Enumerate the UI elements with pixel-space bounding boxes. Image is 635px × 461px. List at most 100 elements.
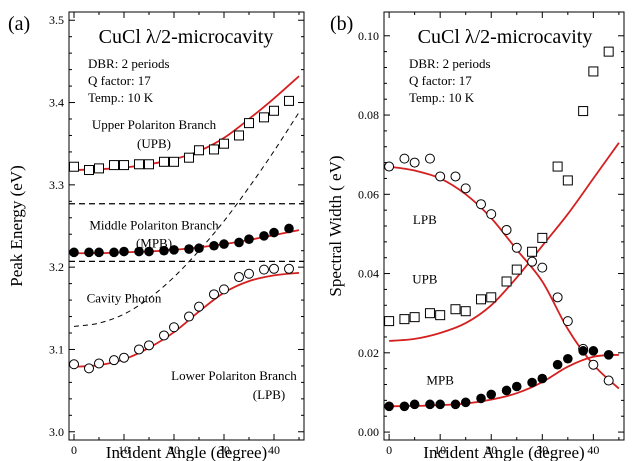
data-layer bbox=[69, 75, 304, 374]
data-point-filled bbox=[259, 231, 269, 241]
data-point-square bbox=[284, 95, 294, 106]
data-point-open bbox=[435, 171, 446, 182]
data-point-square bbox=[460, 306, 471, 317]
data-point-open bbox=[84, 363, 94, 374]
data-point-filled bbox=[476, 393, 486, 404]
y-axis-label: Peak Energy (eV) bbox=[7, 165, 26, 286]
data-point-open bbox=[399, 153, 410, 164]
data-point-open bbox=[476, 199, 487, 210]
data-point-open bbox=[209, 289, 219, 300]
y-tick-label: 3.4 bbox=[49, 96, 64, 110]
y-tick-label: 0.10 bbox=[358, 29, 379, 43]
y-axis-label: Spectral Width ( eV) bbox=[326, 155, 345, 296]
y-tick-label: 0.06 bbox=[358, 187, 379, 201]
data-point-square bbox=[219, 138, 229, 149]
info-line: DBR: 2 periods bbox=[409, 56, 491, 71]
y-tick-label: 0.02 bbox=[358, 346, 379, 360]
data-point-open bbox=[424, 153, 435, 164]
data-point-open bbox=[384, 161, 395, 172]
data-point-square bbox=[209, 144, 219, 155]
x-axis-label: Incident Angle (degree) bbox=[106, 443, 267, 461]
data-point-filled bbox=[209, 240, 219, 251]
data-point-open bbox=[259, 264, 269, 275]
data-point-square bbox=[69, 161, 79, 172]
data-point-square bbox=[409, 312, 420, 323]
annotation: (LPB) bbox=[253, 387, 286, 402]
data-point-square bbox=[144, 159, 154, 170]
y-tick-label: 0.08 bbox=[358, 108, 379, 122]
data-point-square bbox=[486, 292, 497, 303]
data-point-open bbox=[603, 375, 614, 386]
data-point-open bbox=[486, 209, 497, 220]
chart-title: CuCl λ/2-microcavity bbox=[418, 26, 593, 48]
data-point-filled bbox=[119, 246, 129, 257]
data-point-square bbox=[269, 105, 279, 116]
data-point-square bbox=[399, 314, 410, 325]
data-point-filled bbox=[84, 247, 94, 258]
data-point-filled bbox=[450, 399, 461, 410]
data-point-open bbox=[69, 359, 79, 370]
x-tick-label: 30 bbox=[218, 443, 230, 457]
data-point-open bbox=[244, 268, 254, 279]
data-point-open bbox=[537, 262, 548, 273]
data-point-square bbox=[119, 160, 129, 171]
data-point-square bbox=[450, 304, 461, 315]
x-axis-label: Incident Angle (degree) bbox=[423, 443, 584, 461]
data-point-square bbox=[562, 175, 573, 186]
data-point-square bbox=[588, 66, 599, 77]
y-tick-label: 3.2 bbox=[49, 260, 64, 274]
x-tick-label: 40 bbox=[268, 443, 280, 457]
annotation: MPB bbox=[426, 373, 454, 388]
data-point-filled bbox=[552, 359, 563, 370]
data-point-open bbox=[159, 330, 169, 341]
data-point-open bbox=[450, 171, 461, 182]
data-point-square bbox=[244, 118, 254, 129]
data-point-square bbox=[194, 145, 204, 156]
data-point-square bbox=[476, 294, 487, 305]
data-point-open bbox=[284, 263, 294, 274]
cavity-photon-curve bbox=[73, 112, 300, 327]
data-point-filled bbox=[527, 377, 537, 388]
data-point-square bbox=[259, 112, 269, 123]
x-tick-label: 30 bbox=[536, 443, 548, 457]
data-point-square bbox=[184, 152, 194, 163]
data-point-filled bbox=[94, 247, 104, 258]
data-point-filled bbox=[486, 389, 497, 400]
data-point-filled bbox=[425, 399, 435, 410]
data-point-square bbox=[169, 156, 179, 167]
data-point-square bbox=[511, 264, 522, 275]
data-point-square bbox=[501, 276, 512, 287]
x-tick-label: 0 bbox=[386, 443, 392, 457]
data-point-filled bbox=[409, 399, 420, 410]
y-tick-label: 3.5 bbox=[49, 13, 64, 27]
data-point-square bbox=[537, 232, 548, 243]
plot-frame bbox=[68, 11, 305, 441]
data-point-filled bbox=[511, 381, 522, 392]
data-point-filled bbox=[69, 247, 79, 258]
data-point-open bbox=[527, 256, 538, 267]
data-point-open bbox=[119, 352, 129, 363]
data-point-square bbox=[578, 106, 589, 117]
data-point-filled bbox=[460, 397, 471, 408]
data-point-open bbox=[562, 316, 573, 327]
data-point-open bbox=[184, 311, 194, 322]
data-point-filled bbox=[578, 346, 588, 356]
data-point-filled bbox=[284, 223, 294, 234]
data-point-square bbox=[234, 130, 244, 141]
x-tick-label: 0 bbox=[71, 443, 77, 457]
data-point-open bbox=[169, 322, 179, 333]
chart-panel-a: 0 10 20 30 40 3.0 3.1 3.2 3.3 3.4 3.5 Incident Angl… bbox=[7, 11, 305, 461]
data-point-filled bbox=[184, 244, 194, 254]
x-tick-label: 10 bbox=[118, 443, 130, 457]
data-point-filled bbox=[109, 247, 119, 258]
data-point-filled bbox=[159, 245, 169, 256]
x-tick-label: 40 bbox=[587, 443, 599, 457]
annotation: (MPB) bbox=[136, 235, 172, 250]
data-point-open bbox=[94, 358, 104, 369]
y-tick-label: 0.04 bbox=[358, 267, 379, 281]
data-point-open bbox=[144, 340, 154, 351]
data-point-square bbox=[159, 156, 169, 167]
x-tick-label: 20 bbox=[168, 443, 180, 457]
data-point-square bbox=[424, 308, 435, 319]
data-point-filled bbox=[244, 234, 254, 244]
